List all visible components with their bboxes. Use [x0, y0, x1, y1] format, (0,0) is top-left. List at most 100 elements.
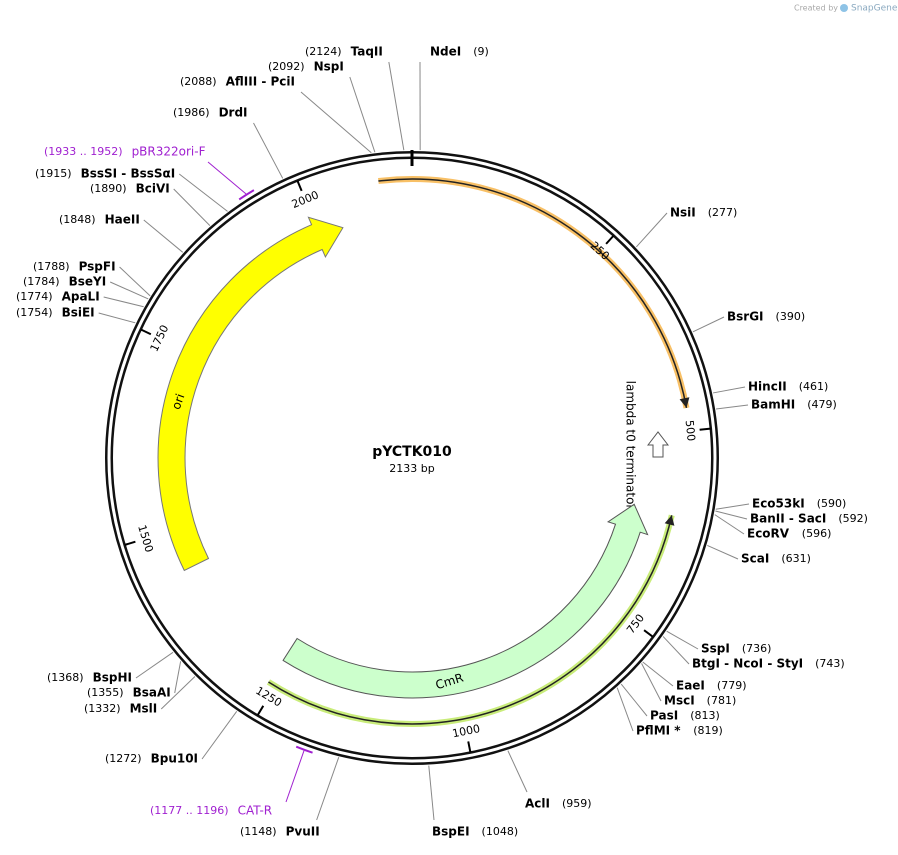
site-position: (1986) [173, 106, 210, 119]
site-name: BssSI - BssSαI [81, 167, 176, 181]
site-name: MscI [664, 694, 695, 708]
site-connector [693, 317, 724, 332]
site-name: BsaAI [133, 686, 171, 700]
feature-label: lambda t0 terminator [624, 381, 638, 510]
site-connector [617, 688, 633, 731]
site-name: PasI [650, 709, 678, 723]
site-position: (819) [693, 724, 723, 737]
site-connector [179, 174, 227, 211]
site-connector [104, 297, 144, 307]
orange-feature-glow [378, 179, 686, 408]
tick-label: 1500 [135, 523, 156, 554]
site-position: (736) [742, 642, 772, 655]
site-position: (2088) [180, 75, 217, 88]
site-position: (592) [838, 512, 868, 525]
site-position: (390) [776, 310, 806, 323]
site-position: (959) [562, 797, 592, 810]
site-connector [110, 282, 148, 299]
site-position: (631) [781, 552, 811, 565]
site-position: (590) [817, 497, 847, 510]
site-position: (1890) [90, 182, 127, 195]
site-connector [144, 220, 183, 252]
site-name: HaeII [105, 213, 140, 227]
site-name: ApaLI [62, 290, 100, 304]
site-name: AflIII - PciI [226, 75, 295, 89]
site-connector [663, 636, 689, 664]
site-name: EcoRV [747, 527, 790, 541]
site-position: (1774) [16, 290, 53, 303]
tick-label: 1000 [451, 722, 481, 740]
primer-connector [286, 751, 304, 802]
tick-mark [606, 236, 613, 244]
site-name: Bpu10I [151, 752, 198, 766]
site-connector [429, 766, 434, 820]
site-position: (743) [815, 657, 845, 670]
site-connector [301, 92, 371, 153]
site-connector [621, 684, 647, 716]
site-name: PflMI * [636, 724, 681, 738]
site-connector [99, 313, 136, 323]
tick-mark [297, 181, 301, 191]
site-name: BanII - SacI [750, 512, 826, 526]
site-name: BsiEI [62, 306, 95, 320]
site-position: (1788) [33, 260, 70, 273]
site-name: Eco53kI [752, 497, 805, 511]
site-name: TaqII [351, 45, 383, 59]
site-name: BamHI [751, 398, 795, 412]
site-position: (1272) [105, 752, 142, 765]
site-position: (9) [473, 45, 489, 58]
site-name: BspEI [432, 825, 470, 839]
site-connector [254, 123, 283, 178]
site-position: (1048) [482, 825, 519, 838]
site-connector [202, 711, 237, 759]
tick-mark [700, 429, 711, 430]
site-connector [175, 661, 181, 693]
credit-prefix: Created by [794, 4, 838, 13]
tick-label: 2000 [290, 188, 321, 211]
site-position: (779) [717, 679, 747, 692]
tick-label: 1750 [148, 323, 172, 354]
site-position: (1784) [23, 275, 60, 288]
site-name: NspI [314, 60, 344, 74]
site-position: (1848) [59, 213, 96, 226]
primer-name: CAT-R [238, 804, 273, 818]
site-connector [317, 757, 339, 820]
site-name: BspHI [93, 671, 132, 685]
site-name: BtgI - NcoI - StyI [692, 657, 803, 671]
site-name: MslI [130, 702, 158, 716]
cmr-arrow [283, 504, 647, 698]
site-connector [389, 62, 404, 150]
site-name: NsiI [670, 206, 696, 220]
site-connector [120, 267, 151, 296]
site-position: (1332) [84, 702, 121, 715]
site-connector [716, 504, 749, 509]
site-position: (2124) [305, 45, 342, 58]
site-connector [350, 77, 375, 152]
site-position: (781) [707, 694, 737, 707]
credit-brand: SnapGene [851, 4, 898, 14]
plasmid-length: 2133 bp [389, 462, 434, 475]
site-position: (1915) [35, 167, 72, 180]
site-connector [713, 387, 745, 393]
ori-arrow [158, 217, 343, 570]
site-position: (1355) [87, 686, 124, 699]
site-name: SspI [701, 642, 730, 656]
site-name: NdeI [430, 45, 461, 59]
site-connector [508, 751, 527, 792]
site-connector [636, 213, 667, 247]
site-position: (277) [708, 206, 738, 219]
primer-range: (1177 .. 1196) [150, 804, 229, 817]
site-position: (1148) [240, 825, 277, 838]
primer-name: pBR322ori-F [132, 145, 206, 159]
site-name: AclI [525, 797, 550, 811]
site-position: (596) [802, 527, 832, 540]
site-name: EaeI [676, 679, 705, 693]
site-name: ScaI [741, 552, 769, 566]
tick-mark [258, 706, 264, 715]
primer-range: (1933 .. 1952) [44, 145, 123, 158]
site-name: BseYI [69, 275, 107, 289]
primer-connector [208, 162, 246, 194]
site-name: BciVI [136, 182, 170, 196]
site-connector [136, 652, 173, 678]
